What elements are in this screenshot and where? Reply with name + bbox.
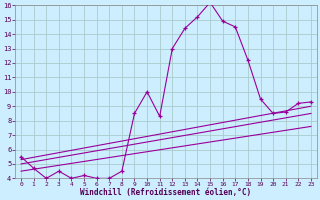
X-axis label: Windchill (Refroidissement éolien,°C): Windchill (Refroidissement éolien,°C) [80, 188, 252, 197]
